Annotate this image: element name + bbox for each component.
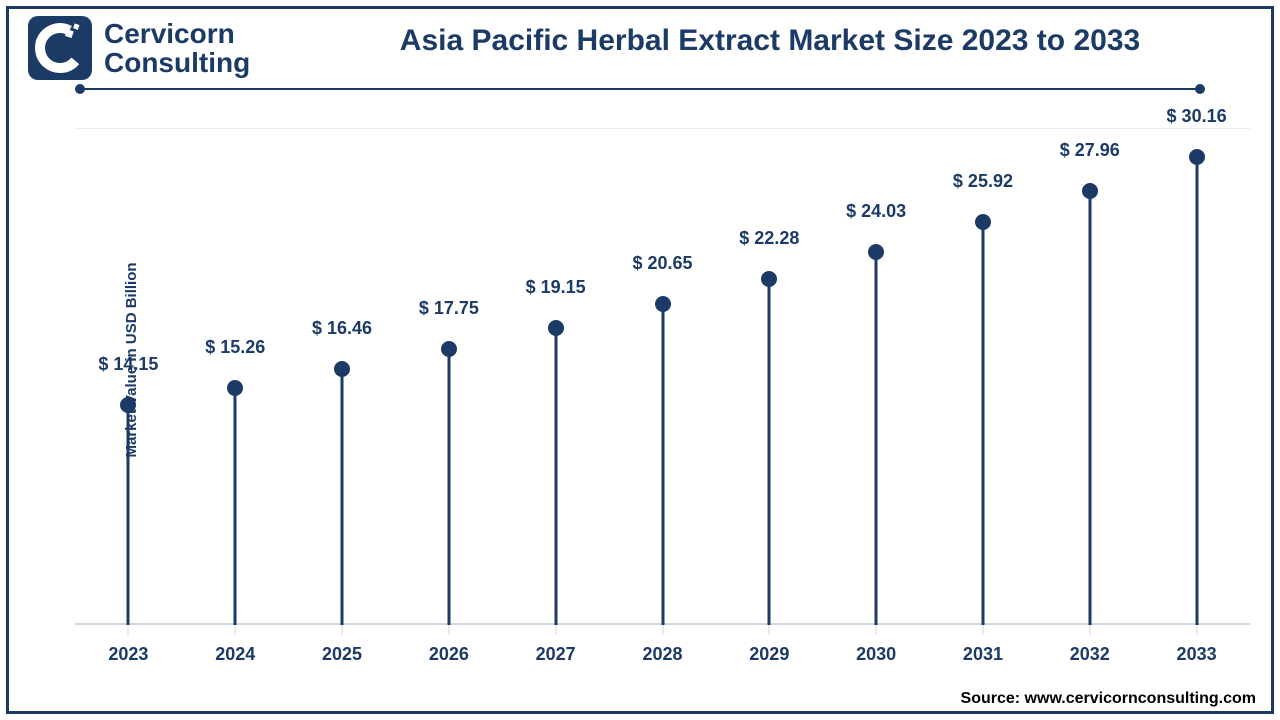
value-label: $ 17.75 <box>419 298 479 319</box>
x-axis-label: 2027 <box>536 644 576 665</box>
title-underline <box>80 88 1200 90</box>
x-axis-label: 2024 <box>215 644 255 665</box>
lollipop-stem <box>661 304 664 625</box>
lollipop-stem <box>127 405 130 625</box>
plot-area: $ 14.152023$ 15.262024$ 16.462025$ 17.75… <box>75 128 1250 625</box>
source-prefix: Source: <box>961 690 1025 707</box>
lollipop-stem <box>981 222 984 625</box>
value-label: $ 30.16 <box>1167 106 1227 127</box>
lollipop-dot <box>120 397 136 413</box>
x-tick <box>1089 625 1090 635</box>
x-tick <box>982 625 983 635</box>
value-label: $ 16.46 <box>312 318 372 339</box>
value-label: $ 19.15 <box>526 277 586 298</box>
value-label: $ 20.65 <box>632 253 692 274</box>
lollipop-stem <box>1195 157 1198 625</box>
logo-mark-icon <box>28 16 92 80</box>
x-axis-label: 2025 <box>322 644 362 665</box>
x-axis-label: 2032 <box>1070 644 1110 665</box>
lollipop-stem <box>1088 191 1091 625</box>
source-attribution: Source: www.cervicornconsulting.com <box>961 690 1256 708</box>
x-tick <box>769 625 770 635</box>
value-label: $ 25.92 <box>953 171 1013 192</box>
value-label: $ 27.96 <box>1060 140 1120 161</box>
x-axis-label: 2026 <box>429 644 469 665</box>
lollipop-stem <box>341 369 344 625</box>
lollipop-stem <box>447 349 450 625</box>
x-tick <box>128 625 129 635</box>
x-axis-label: 2033 <box>1177 644 1217 665</box>
x-axis-label: 2028 <box>642 644 682 665</box>
lollipop-dot <box>1189 149 1205 165</box>
x-axis-label: 2029 <box>749 644 789 665</box>
lollipop-dot <box>441 341 457 357</box>
x-axis-label: 2023 <box>108 644 148 665</box>
x-tick <box>448 625 449 635</box>
value-label: $ 22.28 <box>739 228 799 249</box>
value-label: $ 24.03 <box>846 201 906 222</box>
x-axis-label: 2030 <box>856 644 896 665</box>
lollipop-stem <box>234 388 237 625</box>
lollipop-dot <box>761 271 777 287</box>
x-tick <box>876 625 877 635</box>
x-tick <box>235 625 236 635</box>
x-tick <box>1196 625 1197 635</box>
x-axis-label: 2031 <box>963 644 1003 665</box>
logo-text-line2: Consulting <box>104 48 250 77</box>
x-tick <box>555 625 556 635</box>
lollipop-dot <box>227 380 243 396</box>
lollipop-stem <box>554 328 557 625</box>
logo-text-line1: Cervicorn <box>104 19 250 48</box>
lollipop-stem <box>768 279 771 625</box>
brand-logo: Cervicorn Consulting <box>28 16 250 80</box>
source-url: www.cervicornconsulting.com <box>1025 690 1256 707</box>
lollipop-dot <box>868 244 884 260</box>
lollipop-dot <box>334 361 350 377</box>
value-label: $ 14.15 <box>98 354 158 375</box>
chart-title: Asia Pacific Herbal Extract Market Size … <box>300 24 1240 58</box>
lollipop-dot <box>655 296 671 312</box>
x-tick <box>342 625 343 635</box>
lollipop-dot <box>975 214 991 230</box>
x-tick <box>662 625 663 635</box>
lollipop-dot <box>548 320 564 336</box>
lollipop-stem <box>875 252 878 625</box>
value-label: $ 15.26 <box>205 337 265 358</box>
lollipop-dot <box>1082 183 1098 199</box>
